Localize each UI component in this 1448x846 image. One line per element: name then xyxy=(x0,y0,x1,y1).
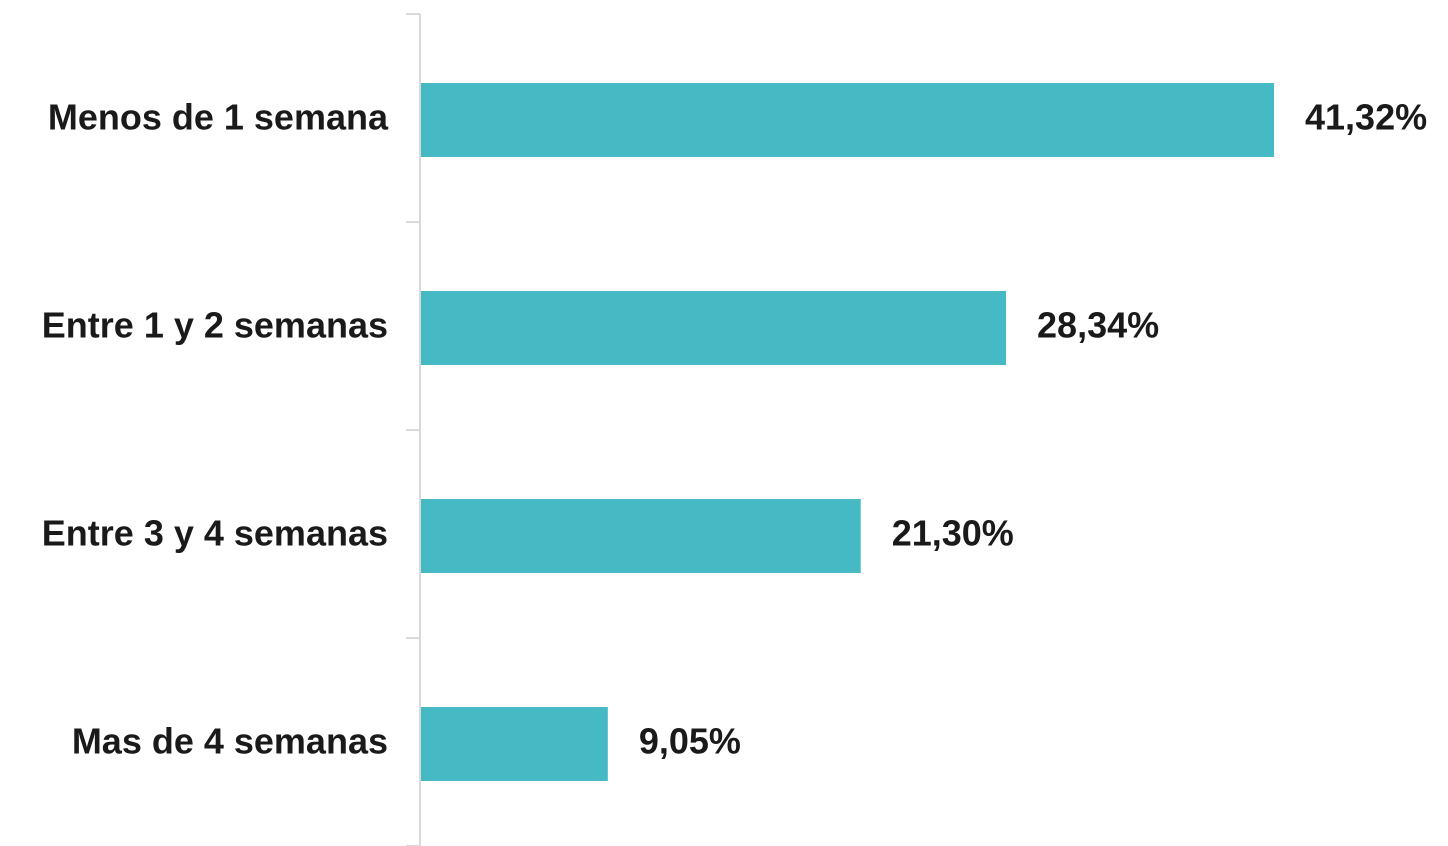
category-label: Entre 1 y 2 semanas xyxy=(42,305,388,346)
bar xyxy=(421,83,1274,157)
data-label: 28,34% xyxy=(1037,305,1159,346)
category-label: Menos de 1 semana xyxy=(48,97,389,138)
category-label: Mas de 4 semanas xyxy=(72,721,388,762)
bar xyxy=(421,499,861,573)
labels-layer: Menos de 1 semana 41,32% Entre 1 y 2 seman… xyxy=(42,97,1427,762)
data-label: 21,30% xyxy=(892,513,1014,554)
bar xyxy=(421,707,608,781)
data-label: 9,05% xyxy=(639,721,741,762)
axis-layer xyxy=(406,13,421,846)
bars-layer xyxy=(421,83,1274,781)
category-label: Entre 3 y 4 semanas xyxy=(42,513,388,554)
data-label: 41,32% xyxy=(1305,97,1427,138)
bar xyxy=(421,291,1007,365)
